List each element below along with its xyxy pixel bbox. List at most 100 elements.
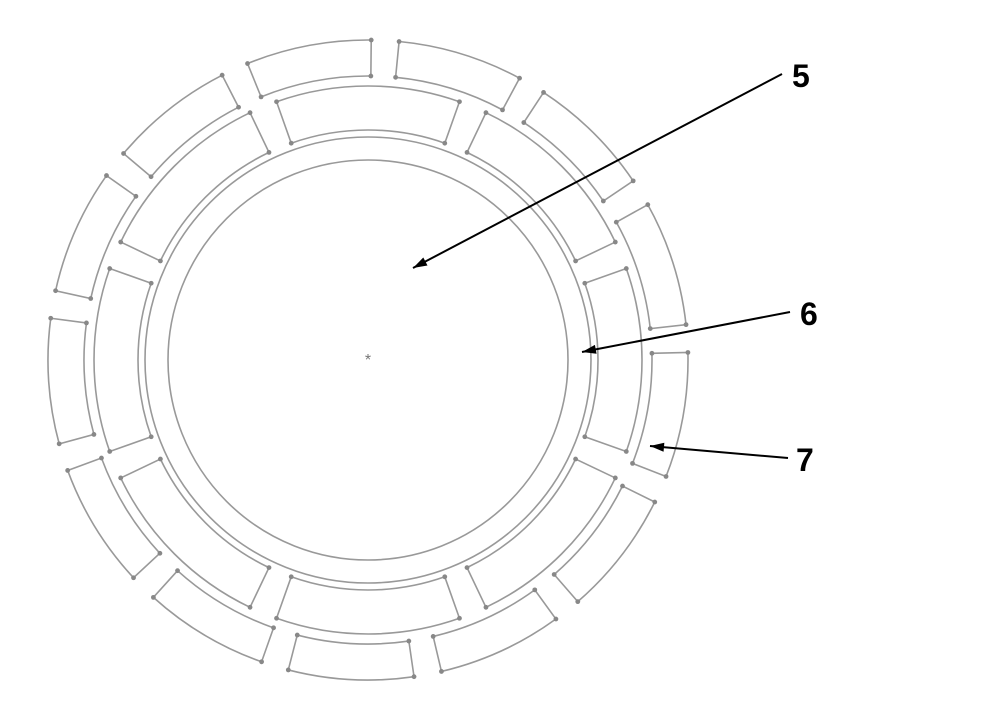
callout-label-6: 6	[800, 296, 818, 333]
leader-7	[650, 446, 788, 458]
outer-ring-segment-node	[84, 321, 89, 326]
outer-ring-segment-node	[259, 659, 264, 664]
inner-ring-segment-node	[274, 99, 279, 104]
leader-5	[413, 74, 782, 268]
inner-ring-segment	[94, 269, 151, 452]
diagram-svg: *	[0, 0, 1000, 714]
inner-ring-segment-node	[118, 476, 123, 481]
outer-ring-segment-node	[65, 468, 70, 473]
inner-ring-segment-node	[158, 259, 163, 264]
inner-ring-segment-node	[442, 141, 447, 146]
outer-ring-segment-node	[439, 669, 444, 674]
outer-ring-segment	[288, 635, 414, 680]
inner-ring-segment-node	[267, 565, 272, 570]
inner-ring-segment-node	[107, 449, 112, 454]
outer-ring-segment-node	[431, 634, 436, 639]
outer-ring-segment-node	[57, 441, 62, 446]
outer-ring-segment-node	[53, 288, 58, 293]
inner-ring-segment-node	[573, 457, 578, 462]
outer-ring-segment-node	[554, 617, 559, 622]
outer-ring-segment-node	[134, 194, 139, 199]
inner-ring-segment-node	[484, 605, 489, 610]
inner-ring-segment-node	[573, 259, 578, 264]
outer-ring-segment	[248, 40, 372, 97]
outer-ring-segment-node	[532, 587, 537, 592]
outer-ring-segment-node	[664, 474, 669, 479]
leader-5-head	[413, 258, 427, 268]
inner-ring-segment-node	[267, 150, 272, 155]
inner-ring-segment-node	[484, 110, 489, 115]
inner-ring-segment-node	[149, 434, 154, 439]
inner-ring-segment-node	[613, 476, 618, 481]
inner-ring-segment-node	[158, 457, 163, 462]
outer-ring-segment-node	[236, 105, 241, 110]
outer-ring-segment-node	[650, 351, 655, 356]
inner-ring-segment-node	[624, 449, 629, 454]
inner-ring-segment-node	[107, 266, 112, 271]
inner-ring-segment-node	[248, 110, 253, 115]
diagram-canvas: * 5 6 7	[0, 0, 1000, 714]
outer-ring-segment	[124, 75, 239, 177]
outer-ring-segment-node	[684, 322, 689, 327]
outer-ring-segment	[153, 571, 273, 662]
inner-ring-segment-node	[118, 240, 123, 245]
outer-ring-segment-node	[369, 38, 374, 43]
outer-ring-segment	[633, 352, 688, 476]
outer-ring-segment	[554, 486, 655, 602]
outer-ring-segment-node	[631, 178, 636, 183]
inner-ring-segment-node	[442, 574, 447, 579]
outer-ring-segment-node	[652, 500, 657, 505]
inner-ring-segment	[277, 86, 460, 143]
outer-ring-segment-node	[259, 94, 264, 99]
inner-ring-segment-node	[613, 240, 618, 245]
inner-ring-segment-node	[289, 574, 294, 579]
outer-ring-segment-node	[393, 75, 398, 80]
inner-ring-segment-node	[624, 266, 629, 271]
inner-ring-segment	[585, 269, 642, 452]
outer-ring-segment-node	[500, 107, 505, 112]
outer-ring-segment-node	[620, 484, 625, 489]
inner-ring-segment-node	[465, 150, 470, 155]
inner-ring-segment-node	[149, 281, 154, 286]
outer-ring-segment	[48, 318, 94, 444]
outer-ring-segment-node	[406, 639, 411, 644]
inner-ring-segment	[277, 577, 460, 634]
inner-ring-segment-node	[457, 616, 462, 621]
outer-ring-segment-node	[575, 599, 580, 604]
outer-ring-segment-node	[397, 39, 402, 44]
outer-ring-segment-node	[648, 326, 653, 331]
outer-ring-segment-node	[245, 61, 250, 66]
outer-ring-segment-node	[286, 668, 291, 673]
outer-ring-segment-node	[131, 575, 136, 580]
outer-ring-segment-node	[368, 74, 373, 79]
leader-7-head	[650, 443, 664, 452]
outer-ring-segment	[433, 590, 556, 672]
outer-ring-segment-node	[295, 633, 300, 638]
outer-ring-segment-node	[412, 674, 417, 679]
outer-ring-segment-node	[99, 456, 104, 461]
outer-ring-segment	[68, 458, 160, 578]
center-mark: *	[365, 352, 371, 369]
inner-ring-segment-node	[289, 141, 294, 146]
outer-ring-segment-node	[121, 151, 126, 156]
outer-ring-segment-node	[552, 572, 557, 577]
outer-ring-segment-node	[541, 90, 546, 95]
inner-ring-segment-node	[582, 434, 587, 439]
outer-ring-segment-node	[104, 173, 109, 178]
outer-ring-segment-node	[686, 350, 691, 355]
outer-ring-segment-node	[151, 595, 156, 600]
inner-ring-segment-node	[465, 565, 470, 570]
inner-ring-segment-node	[582, 281, 587, 286]
outer-ring-segment	[396, 42, 520, 110]
outer-ring-segment-node	[175, 568, 180, 573]
inner-ring-segment-node	[457, 99, 462, 104]
outer-ring-segment-node	[271, 625, 276, 630]
inner-ring-segment-node	[274, 616, 279, 621]
inner-ring-segment-node	[248, 605, 253, 610]
callout-label-7: 7	[796, 442, 814, 479]
outer-ring-segment-node	[48, 316, 53, 321]
outer-ring-segment-node	[601, 199, 606, 204]
outer-ring-segment-node	[645, 202, 650, 207]
outer-ring-segment-node	[630, 461, 635, 466]
outer-ring-segment-node	[614, 220, 619, 225]
